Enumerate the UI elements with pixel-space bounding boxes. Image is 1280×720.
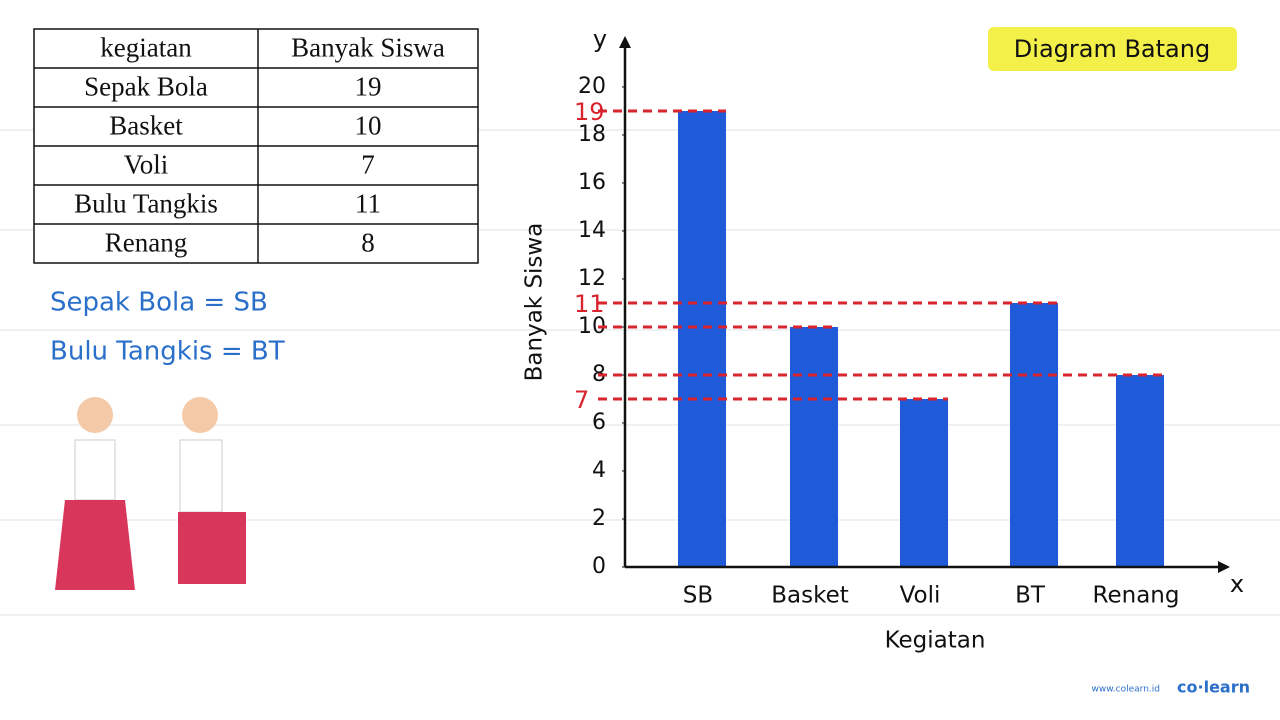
y-axis-letter: y: [593, 25, 607, 53]
table: kegiatan Banyak Siswa Sepak Bola 19 Basket 10…: [33, 28, 479, 264]
students-illustration: [55, 397, 246, 590]
x-tick-label: Voli: [900, 583, 941, 609]
table-header: kegiatan: [100, 33, 192, 63]
y-tick-label: 20: [578, 74, 606, 99]
marked-value: 7: [574, 386, 589, 414]
bar-chart: 02468101214161820SBBasketVoliBTRenang191…: [522, 25, 1245, 654]
x-tick-label: BT: [1015, 583, 1046, 609]
marked-value: 19: [574, 98, 605, 126]
x-tick-label: SB: [683, 583, 713, 609]
x-tick-label: Renang: [1093, 583, 1180, 609]
footer-url: www.colearn.id: [1092, 685, 1160, 695]
y-axis-label: Banyak Siswa: [522, 223, 548, 382]
table-cell: 11: [355, 189, 381, 219]
table-cell: Basket: [109, 111, 183, 141]
y-tick-label: 14: [578, 218, 606, 243]
table-cell: 7: [361, 150, 375, 180]
x-tick-label: Basket: [771, 583, 849, 609]
note: Bulu Tangkis = BT: [50, 337, 285, 367]
y-tick-label: 4: [592, 458, 606, 483]
badge: Diagram Batang: [1014, 35, 1210, 63]
y-tick-label: 2: [592, 506, 606, 531]
table-cell: Bulu Tangkis: [74, 189, 218, 219]
table-cell: 19: [355, 72, 382, 102]
x-axis-label: Kegiatan: [885, 628, 986, 654]
x-axis-letter: x: [1230, 570, 1244, 598]
x-arrow: [1218, 561, 1230, 573]
table-cell: 8: [361, 228, 375, 258]
note: Sepak Bola = SB: [50, 288, 268, 318]
bar: [1116, 375, 1164, 567]
y-tick-label: 18: [578, 122, 606, 147]
bar: [1010, 303, 1058, 567]
badge-box: [988, 27, 1237, 71]
y-tick-label: 16: [578, 170, 606, 195]
table-cell: 10: [355, 111, 382, 141]
y-tick-label: 12: [578, 266, 606, 291]
table-cell: Renang: [105, 228, 187, 258]
marked-value: 11: [574, 290, 605, 318]
table-header: Banyak Siswa: [291, 33, 445, 63]
y-tick-label: 6: [592, 410, 606, 435]
table-cell: Voli: [124, 150, 169, 180]
footer-brand: co·learn: [1177, 678, 1250, 697]
bar: [678, 111, 726, 567]
y-arrow: [619, 36, 631, 48]
y-tick-label: 0: [592, 554, 606, 579]
table-cell: Sepak Bola: [84, 72, 208, 102]
bar: [790, 327, 838, 567]
bar: [900, 399, 948, 567]
